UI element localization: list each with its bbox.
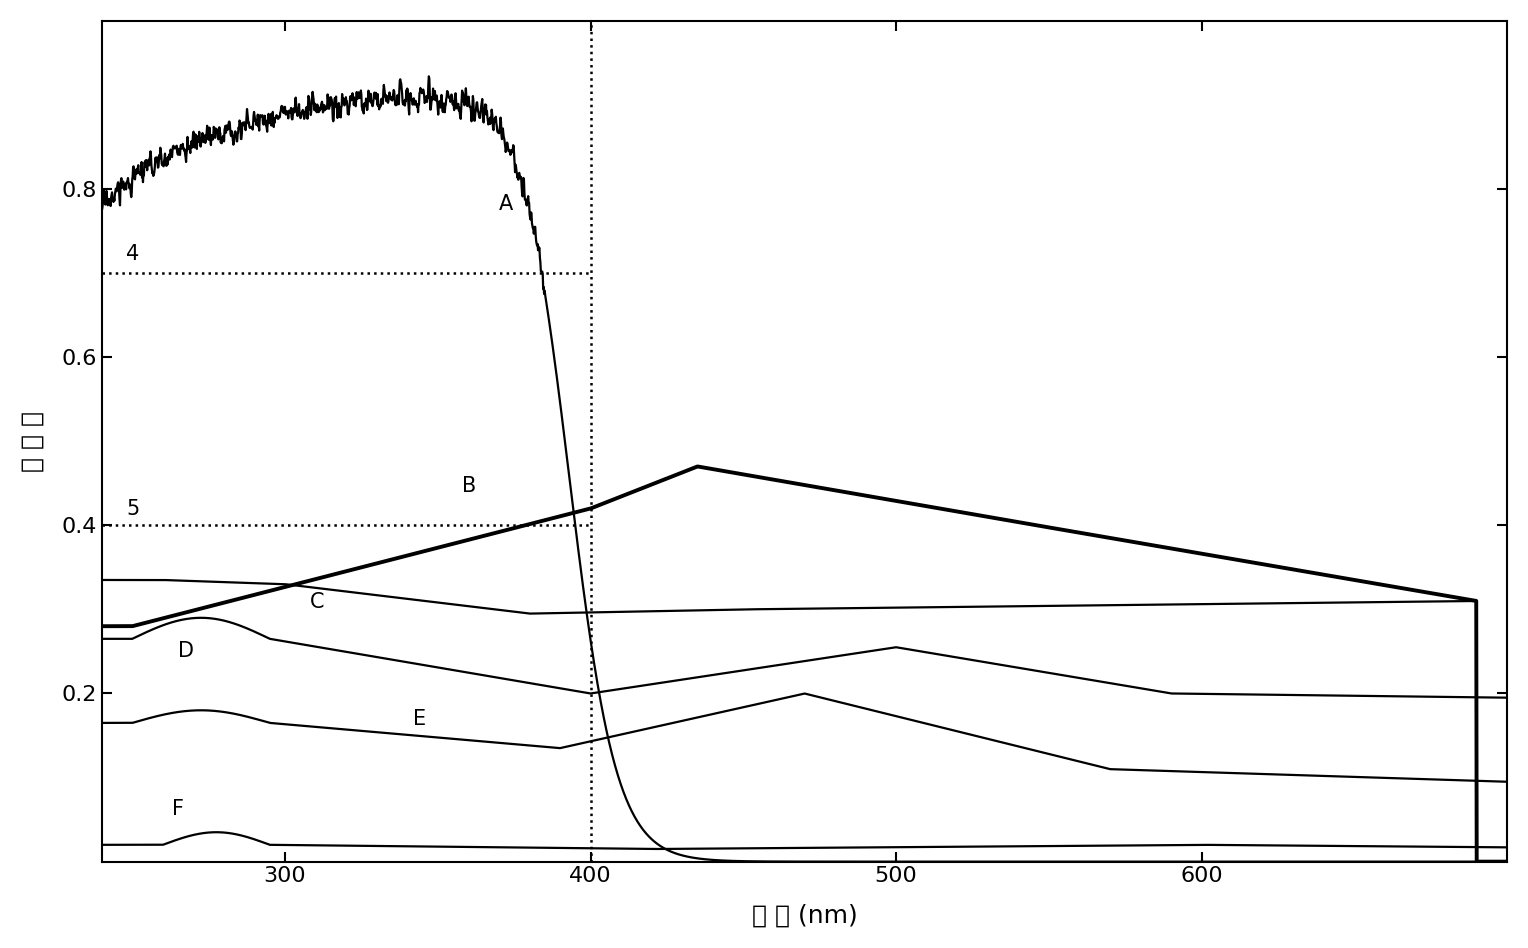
Text: A: A: [500, 194, 513, 214]
Text: 4: 4: [127, 245, 139, 264]
Text: C: C: [310, 592, 324, 611]
Y-axis label: 吸 光 度: 吸 光 度: [21, 410, 44, 472]
Text: B: B: [463, 476, 477, 496]
Text: F: F: [173, 799, 183, 819]
Text: 5: 5: [127, 500, 139, 520]
Text: E: E: [414, 709, 426, 729]
X-axis label: 波 长 (nm): 波 长 (nm): [752, 903, 857, 927]
Text: D: D: [179, 642, 194, 662]
